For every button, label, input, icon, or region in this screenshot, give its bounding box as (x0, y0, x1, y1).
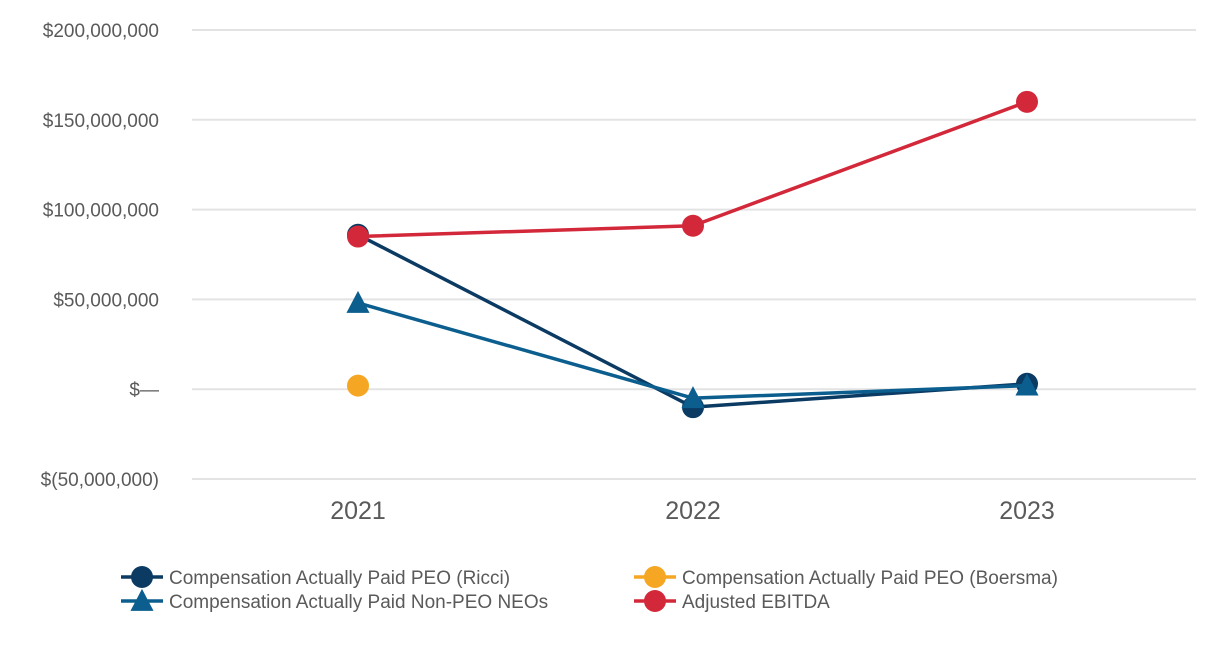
legend-label: Compensation Actually Paid PEO (Ricci) (169, 568, 510, 589)
data-point (347, 375, 369, 397)
y-tick-label: $150,000,000 (43, 111, 159, 132)
series-compensation-actually-paid-peo-boersma (347, 375, 369, 397)
y-tick-label: $— (129, 380, 159, 401)
series-adjusted-ebitda (347, 91, 1038, 248)
x-axis-ticks: 2021 2022 2023 (330, 497, 1055, 525)
x-tick-label: 2021 (330, 497, 386, 525)
series (346, 91, 1038, 418)
circle-marker-icon (644, 590, 666, 612)
data-point (346, 291, 369, 313)
legend-item-compensation-actually-paid-peo-ricci[interactable]: Compensation Actually Paid PEO (Ricci) (121, 566, 510, 589)
series-compensation-actually-paid-non-peo-neos (346, 291, 1038, 408)
y-axis-ticks: $200,000,000 $150,000,000 $100,000,000 $50,… (41, 21, 159, 491)
legend-label: Adjusted EBITDA (682, 592, 830, 613)
series-line (358, 235, 1027, 407)
data-point (682, 215, 704, 237)
circle-marker-icon (644, 566, 666, 588)
data-point (1016, 91, 1038, 113)
y-tick-label: $(50,000,000) (41, 470, 159, 491)
y-tick-label: $50,000,000 (53, 290, 159, 311)
x-tick-label: 2022 (665, 497, 721, 525)
legend-item-adjusted-ebitda[interactable]: Adjusted EBITDA (634, 590, 830, 613)
legend[interactable]: Compensation Actually Paid PEO (Ricci) Co… (121, 566, 1058, 613)
series-line (358, 303, 1027, 398)
legend-label: Compensation Actually Paid Non-PEO NEOs (169, 592, 548, 613)
data-point (347, 226, 369, 248)
legend-item-compensation-actually-paid-non-peo-neos[interactable]: Compensation Actually Paid Non-PEO NEOs (121, 589, 548, 613)
line-chart: $200,000,000 $150,000,000 $100,000,000 $50,… (0, 0, 1226, 650)
legend-label: Compensation Actually Paid PEO (Boersma) (682, 568, 1058, 589)
circle-marker-icon (131, 566, 153, 588)
legend-item-compensation-actually-paid-peo-boersma[interactable]: Compensation Actually Paid PEO (Boersma) (634, 566, 1058, 589)
y-tick-label: $200,000,000 (43, 21, 159, 42)
y-tick-label: $100,000,000 (43, 201, 159, 222)
x-tick-label: 2023 (999, 497, 1055, 525)
